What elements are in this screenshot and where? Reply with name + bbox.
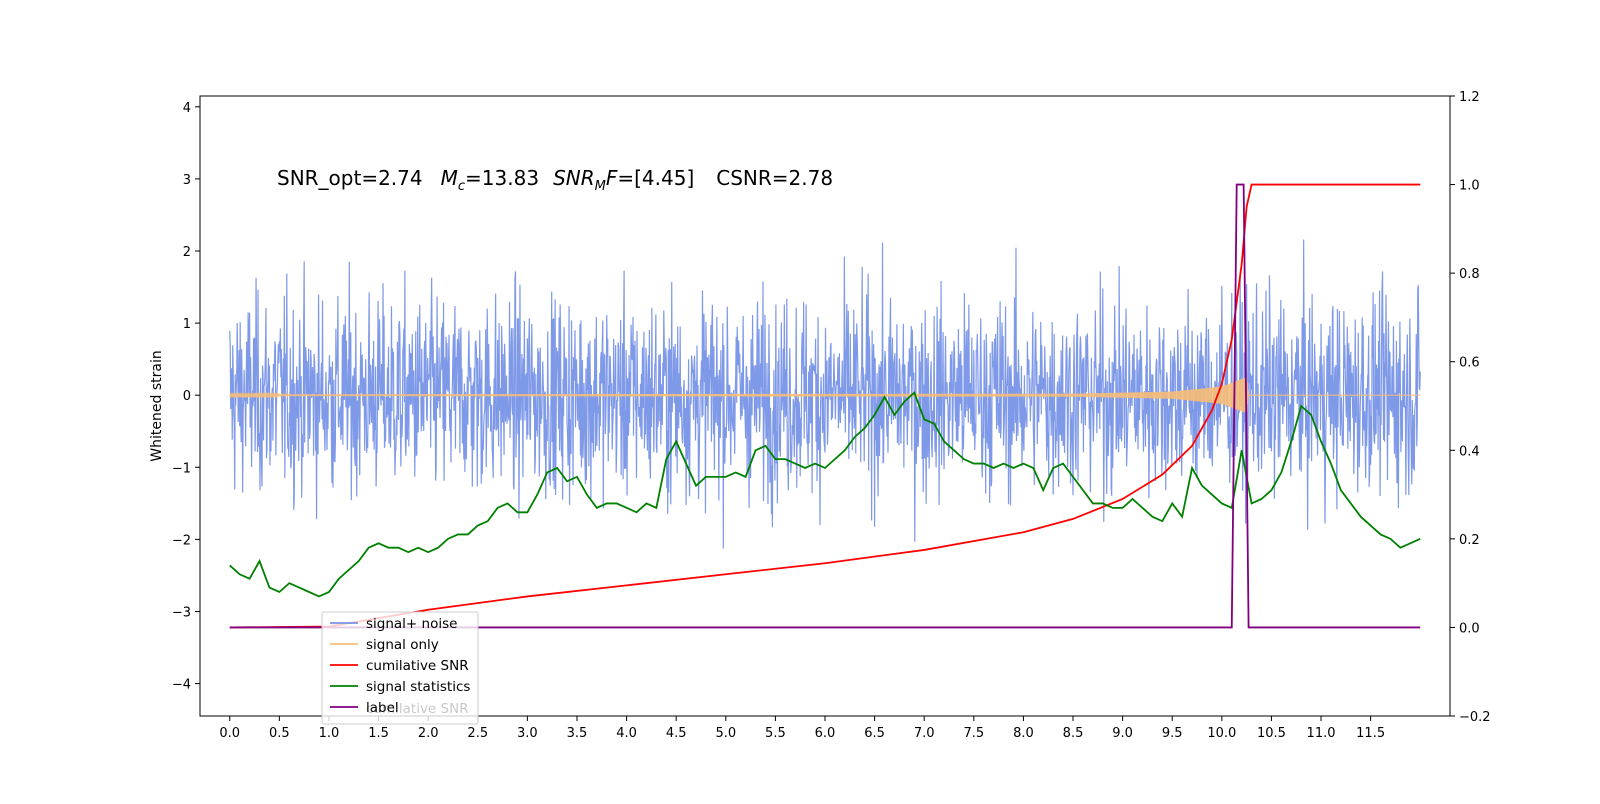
signal-noise-line <box>229 239 1421 549</box>
y-axis-label: Whitened strain <box>149 350 165 461</box>
y-left-tick-label: 2 <box>183 245 191 260</box>
legend: cumilative SNR signal+ noise signal only c… <box>321 611 479 725</box>
y-left-tick-label: 0 <box>183 389 191 404</box>
x-tick-label: 11.0 <box>1307 726 1336 741</box>
x-tick-label: 9.5 <box>1162 726 1183 741</box>
x-tick-label: 11.5 <box>1356 726 1385 741</box>
chart-annotation: SNR_opt=2.74 Mc=13.83 SNRMF=[4.45] CSNR=2.7… <box>277 166 833 194</box>
legend-entry-label: signal+ noise <box>366 616 457 632</box>
y-right-tick-label: 0.0 <box>1459 621 1480 636</box>
x-tick-label: 4.5 <box>666 726 687 741</box>
x-tick-label: 5.0 <box>715 726 736 741</box>
signal-statistics-line <box>229 391 1421 598</box>
x-tick-label: 0.5 <box>269 726 290 741</box>
x-tick-label: 10.5 <box>1257 726 1286 741</box>
legend-entry-label: signal only <box>366 637 439 653</box>
annotation-snr-opt: SNR_opt=2.74 <box>277 166 423 190</box>
x-tick-label: 1.5 <box>368 726 389 741</box>
signal-noise-series <box>229 239 1421 549</box>
y-left-tick-label: −2 <box>172 533 191 548</box>
annotation-snrmf-sub: M <box>595 179 606 194</box>
x-tick-label: 0.0 <box>219 726 240 741</box>
annotation-snrmf-f: F <box>606 166 618 190</box>
legend-overlapped-text: cumilative SNR <box>366 701 469 717</box>
x-axis: 0.0 0.5 1.0 1.5 2.0 2.5 3.0 3.5 4.0 4.5 5.0 5.5 6.0 6… <box>219 716 1385 741</box>
annotation-snrmf-symbol: SNR <box>553 166 595 190</box>
y-left-tick-label: 1 <box>183 317 191 332</box>
right-axis-series <box>229 183 1421 629</box>
y-right-tick-label: 0.8 <box>1459 267 1480 282</box>
y-axis-right: 1.2 1.0 0.8 0.6 0.4 0.2 0.0 −0.2 <box>1450 90 1491 725</box>
x-tick-label: 3.0 <box>517 726 538 741</box>
x-tick-label: 7.0 <box>914 726 935 741</box>
annotation-mc-symbol: M <box>441 166 458 190</box>
x-tick-label: 7.5 <box>963 726 984 741</box>
x-tick-label: 8.5 <box>1063 726 1084 741</box>
x-tick-label: 2.5 <box>467 726 488 741</box>
annotation-csnr: CSNR=2.78 <box>716 166 833 190</box>
y-left-tick-label: −4 <box>172 678 191 693</box>
x-tick-label: 1.0 <box>319 726 340 741</box>
y-right-tick-label: −0.2 <box>1459 710 1491 725</box>
y-left-tick-label: −3 <box>172 605 191 620</box>
y-axis-left: 4 3 2 1 0 −1 −2 −3 −4 <box>172 101 200 693</box>
signal-only-line <box>229 377 1421 413</box>
legend-entry-label: cumilative SNR <box>366 658 469 674</box>
x-tick-label: 4.0 <box>616 726 637 741</box>
annotation-mc-value: =13.83 <box>465 166 539 190</box>
x-tick-label: 10.0 <box>1207 726 1236 741</box>
annotation-mc-sub: c <box>458 179 465 194</box>
legend-entry-label: label <box>366 700 399 716</box>
x-tick-label: 8.0 <box>1013 726 1034 741</box>
y-left-tick-label: 3 <box>183 173 191 188</box>
x-tick-label: 5.5 <box>765 726 786 741</box>
label-line <box>229 183 1421 629</box>
y-right-tick-label: 1.2 <box>1459 90 1480 105</box>
y-left-tick-label: −1 <box>172 461 191 476</box>
y-right-tick-label: 0.6 <box>1459 356 1480 371</box>
y-left-tick-label: 4 <box>183 101 191 116</box>
x-tick-label: 6.0 <box>815 726 836 741</box>
x-tick-label: 2.0 <box>418 726 439 741</box>
y-right-tick-label: 0.2 <box>1459 533 1480 548</box>
y-right-tick-label: 0.4 <box>1459 444 1480 459</box>
x-tick-label: 9.0 <box>1112 726 1133 741</box>
y-right-tick-label: 1.0 <box>1459 179 1480 194</box>
signal-only-series <box>229 377 1421 413</box>
annotation-snrmf-value: =[4.45] <box>617 166 694 190</box>
x-tick-label: 3.5 <box>567 726 588 741</box>
legend-entry-label: signal statistics <box>366 679 470 695</box>
legend-box <box>321 611 479 725</box>
x-tick-label: 6.5 <box>864 726 885 741</box>
